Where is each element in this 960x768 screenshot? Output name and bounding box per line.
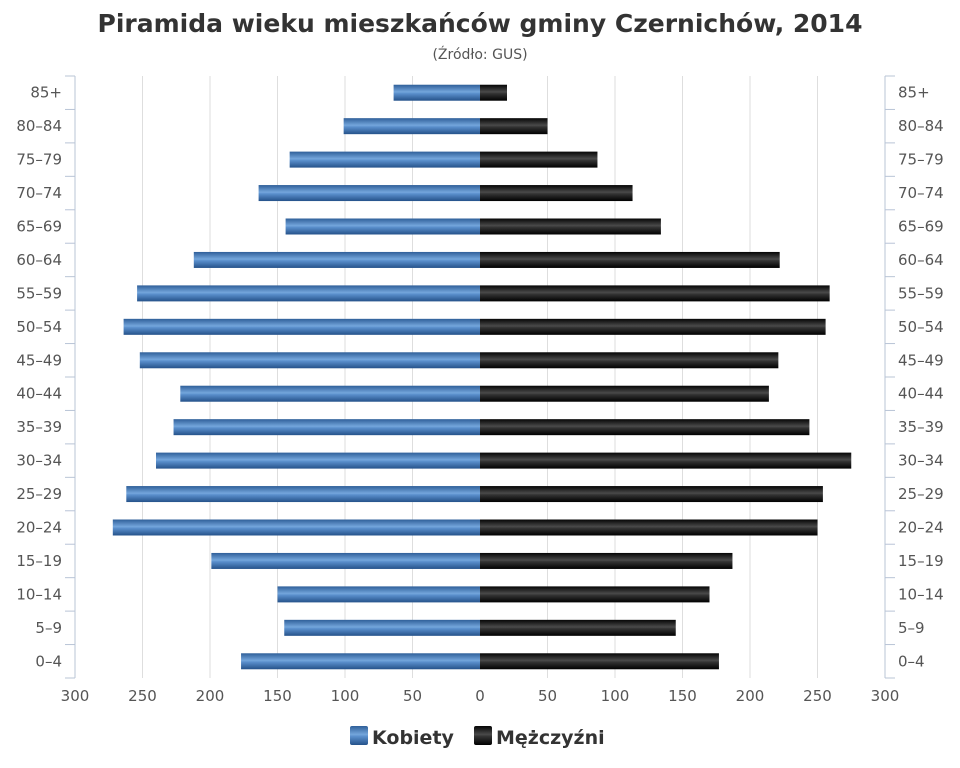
x-tick-label: 50 <box>403 687 422 705</box>
legend-swatch-mezczyzni <box>474 726 492 745</box>
category-label-right: 75–79 <box>898 151 944 169</box>
axes <box>65 75 895 679</box>
legend-label-kobiety: Kobiety <box>372 727 455 749</box>
bar-kobiety <box>343 118 480 135</box>
category-label-left: 0–4 <box>35 652 62 670</box>
category-label-right: 5–9 <box>898 619 925 637</box>
category-label-left: 10–14 <box>16 585 62 603</box>
bar-kobiety <box>156 452 480 469</box>
bar-mezczyzni <box>480 586 710 603</box>
x-tick-label: 300 <box>61 687 90 705</box>
bar-mezczyzni <box>480 318 826 335</box>
category-label-left: 40–44 <box>16 385 62 403</box>
legend-item-kobiety[interactable]: Kobiety <box>350 726 455 749</box>
bar-mezczyzni <box>480 218 661 235</box>
category-label-right: 70–74 <box>898 184 944 202</box>
category-label-left: 75–79 <box>16 151 62 169</box>
x-axis-tick-labels: 300 250 200 150 100 50 0 50 100 150 200 250 300 <box>61 687 900 705</box>
category-label-right: 10–14 <box>898 585 944 603</box>
bar-kobiety <box>284 619 480 636</box>
category-label-left: 20–24 <box>16 519 62 537</box>
bar-mezczyzni <box>480 486 823 503</box>
category-label-left: 60–64 <box>16 251 62 269</box>
bars <box>112 84 852 670</box>
bar-mezczyzni <box>480 653 719 670</box>
bar-kobiety <box>137 285 480 302</box>
category-label-right: 55–59 <box>898 284 944 302</box>
bar-mezczyzni <box>480 519 818 536</box>
chart-title: Piramida wieku mieszkańców gminy Czernic… <box>98 9 863 38</box>
bar-mezczyzni <box>480 151 598 168</box>
category-label-right: 15–19 <box>898 552 944 570</box>
bar-kobiety <box>211 552 480 569</box>
category-label-right: 80–84 <box>898 117 944 135</box>
bar-mezczyzni <box>480 285 830 302</box>
category-label-left: 25–29 <box>16 485 62 503</box>
category-label-left: 55–59 <box>16 284 62 302</box>
category-label-left: 70–74 <box>16 184 62 202</box>
category-label-left: 85+ <box>30 84 62 102</box>
x-tick-label: 0 <box>475 687 485 705</box>
bar-kobiety <box>285 218 480 235</box>
bar-kobiety <box>126 486 481 503</box>
bar-kobiety <box>123 318 480 335</box>
category-label-right: 35–39 <box>898 418 944 436</box>
x-tick-label: 250 <box>128 687 157 705</box>
x-tick-label: 250 <box>803 687 832 705</box>
legend-item-mezczyzni[interactable]: Mężczyźni <box>474 726 605 749</box>
chart-subtitle: (Źródło: GUS) <box>432 45 527 63</box>
bar-kobiety <box>139 352 481 369</box>
bar-kobiety <box>112 519 481 536</box>
category-label-right: 85+ <box>898 84 930 102</box>
bar-kobiety <box>241 653 480 670</box>
bar-kobiety <box>258 185 480 202</box>
bar-mezczyzni <box>480 84 507 101</box>
category-label-right: 60–64 <box>898 251 944 269</box>
bar-kobiety <box>393 84 480 101</box>
category-label-right: 20–24 <box>898 519 944 537</box>
bar-mezczyzni <box>480 552 733 569</box>
x-tick-label: 200 <box>196 687 225 705</box>
bar-mezczyzni <box>480 385 769 402</box>
bar-kobiety <box>193 251 481 268</box>
category-label-left: 50–54 <box>16 318 62 336</box>
bar-mezczyzni <box>480 619 676 636</box>
legend-label-mezczyzni: Mężczyźni <box>496 727 605 749</box>
bar-mezczyzni <box>480 118 548 135</box>
x-tick-label: 300 <box>871 687 900 705</box>
x-tick-label: 100 <box>331 687 360 705</box>
category-label-left: 30–34 <box>16 452 62 470</box>
category-label-right: 0–4 <box>898 652 925 670</box>
x-tick-label: 50 <box>538 687 557 705</box>
category-label-right: 45–49 <box>898 351 944 369</box>
bar-mezczyzni <box>480 419 810 436</box>
x-tick-label: 150 <box>668 687 697 705</box>
category-label-right: 40–44 <box>898 385 944 403</box>
category-label-left: 5–9 <box>35 619 62 637</box>
bar-mezczyzni <box>480 452 852 469</box>
category-label-left: 80–84 <box>16 117 62 135</box>
bar-mezczyzni <box>480 251 780 268</box>
bar-mezczyzni <box>480 185 633 202</box>
legend-swatch-kobiety <box>350 726 368 745</box>
category-label-right: 25–29 <box>898 485 944 503</box>
bar-kobiety <box>289 151 480 168</box>
category-label-right: 65–69 <box>898 218 944 236</box>
x-tick-label: 100 <box>601 687 630 705</box>
category-label-left: 15–19 <box>16 552 62 570</box>
bar-kobiety <box>180 385 481 402</box>
category-labels: 0–4 0–4 5–9 5–9 10–14 10–14 15–19 15–19 20–24 20–… <box>16 84 943 671</box>
category-label-right: 50–54 <box>898 318 944 336</box>
x-tick-label: 150 <box>263 687 292 705</box>
category-label-left: 45–49 <box>16 351 62 369</box>
bar-kobiety <box>173 419 481 436</box>
category-label-right: 30–34 <box>898 452 944 470</box>
legend: Kobiety Mężczyźni <box>350 726 605 749</box>
category-label-left: 65–69 <box>16 218 62 236</box>
bar-kobiety <box>277 586 480 603</box>
bar-mezczyzni <box>480 352 779 369</box>
x-tick-label: 200 <box>736 687 765 705</box>
category-label-left: 35–39 <box>16 418 62 436</box>
